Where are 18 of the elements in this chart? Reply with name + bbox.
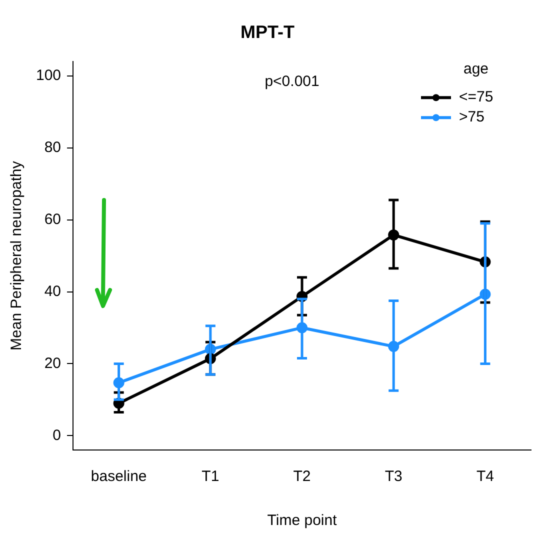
annotation: p<0.001	[264, 73, 320, 90]
y-tick-label: 0	[52, 426, 62, 444]
legend-label: <=75	[459, 88, 494, 106]
legend-title: age	[463, 60, 489, 78]
y-tick-label: 60	[44, 210, 62, 228]
chart-title: MPT-T	[240, 22, 294, 42]
x-tick-label: T2	[293, 468, 311, 486]
x-tick-label: T3	[384, 468, 402, 486]
x-tick-label: baseline	[90, 468, 147, 486]
y-tick-label: 80	[44, 139, 62, 156]
y-tick-label: 40	[44, 282, 62, 300]
y-axis-title: Mean Peripheral neuropathy	[8, 160, 26, 350]
legend-label: >75	[459, 108, 484, 126]
x-tick-label: T4	[476, 468, 494, 486]
y-tick-label: 100	[36, 67, 62, 84]
x-axis-title: Time point	[267, 512, 338, 530]
y-tick-label: 20	[44, 354, 62, 372]
x-tick-label: T1	[202, 468, 220, 486]
